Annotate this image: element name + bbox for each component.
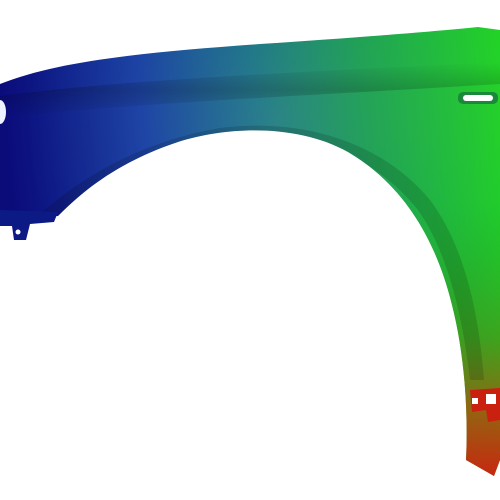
bottom-mounting-bracket (470, 388, 500, 422)
left-edge-highlight (0, 100, 6, 124)
side-marker-slot (458, 92, 498, 104)
left-mounting-tabs (0, 210, 58, 240)
